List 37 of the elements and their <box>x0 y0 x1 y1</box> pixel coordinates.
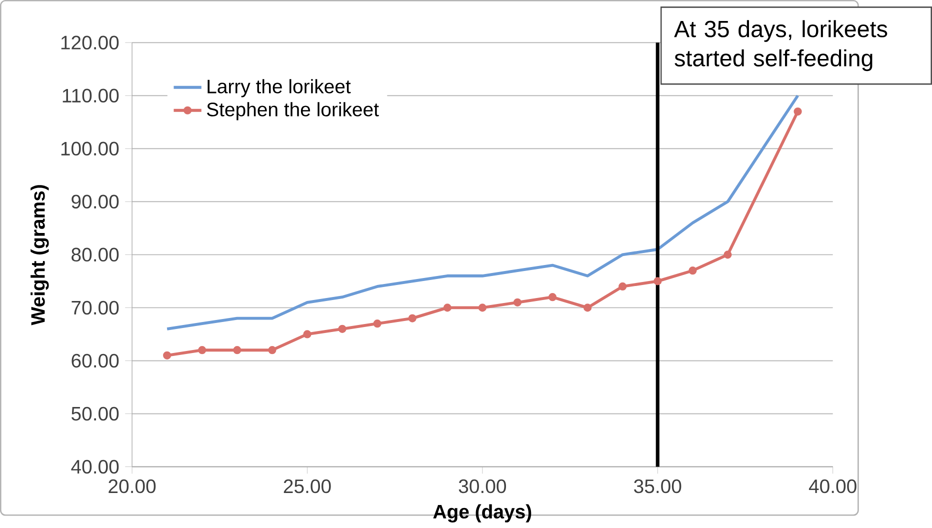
x-tick-label: 40.00 <box>808 479 856 494</box>
y-tick-label: 50.00 <box>72 406 119 421</box>
y-tick-label: 60.00 <box>72 354 119 368</box>
point <box>163 351 172 360</box>
y-tick-label: 110.00 <box>62 88 119 103</box>
x-tick-label: 35.00 <box>634 479 682 494</box>
annotation: At 35 days, lorikeets started self-feeding <box>674 20 888 72</box>
y-tick-label: 100.00 <box>61 142 119 156</box>
point <box>513 298 522 306</box>
legend-label: Stephen the lorikeet <box>206 102 379 120</box>
x-tick-label: 30.00 <box>458 479 506 494</box>
point <box>233 346 242 354</box>
point <box>303 330 312 338</box>
point <box>408 314 416 322</box>
point <box>268 346 276 354</box>
point <box>654 277 662 286</box>
point <box>198 346 206 354</box>
point <box>548 293 557 302</box>
y-axis-title: Weight (grams) <box>30 185 49 326</box>
y-tick-label: 80.00 <box>72 248 119 262</box>
point <box>794 108 802 116</box>
y-tick-label: 90.00 <box>72 194 119 209</box>
point <box>338 324 346 333</box>
x-tick-label: 25.00 <box>284 479 331 494</box>
x-tick-label: 20.00 <box>108 479 156 494</box>
y-tick-label: 70.00 <box>72 300 119 315</box>
point <box>373 320 382 328</box>
point <box>724 250 732 259</box>
point <box>478 304 486 312</box>
legend-label: Larry the lorikeet <box>208 79 351 98</box>
point <box>618 282 627 291</box>
point <box>688 266 697 275</box>
y-tick-label: 120.00 <box>61 36 119 50</box>
x-axis-title: Age (days) <box>433 504 532 523</box>
point <box>443 304 452 312</box>
point <box>584 304 592 312</box>
y-tick-label: 40.00 <box>71 460 119 474</box>
